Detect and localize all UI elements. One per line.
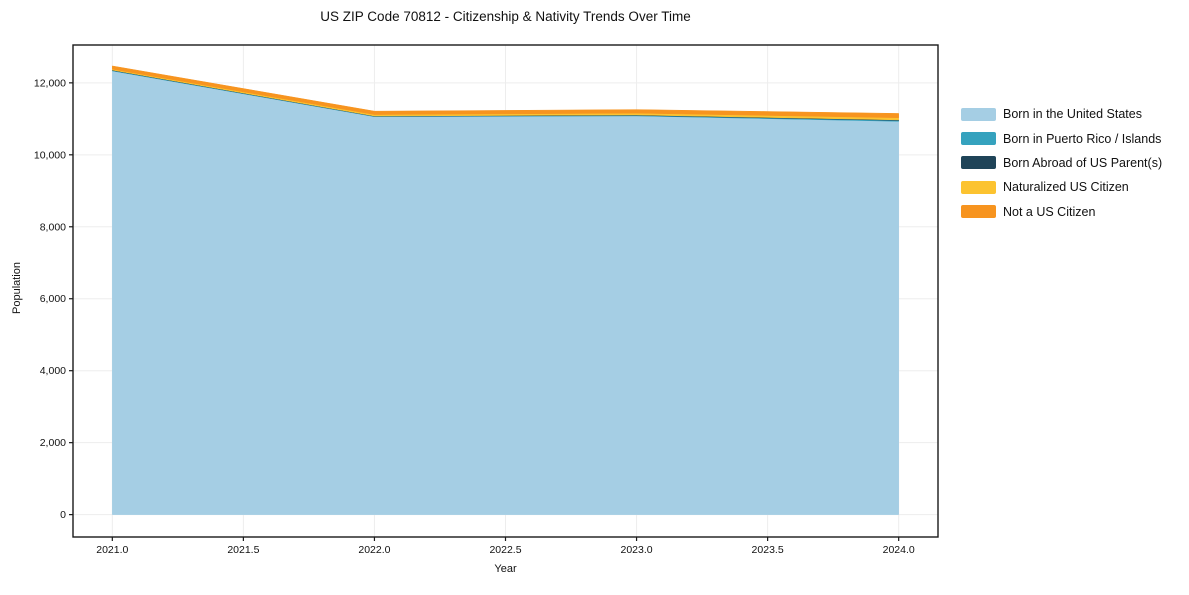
- chart-title: US ZIP Code 70812 - Citizenship & Nativi…: [320, 9, 691, 24]
- y-axis-label: Population: [11, 262, 23, 314]
- y-tick-label: 4,000: [40, 365, 66, 377]
- y-tick-label: 10,000: [34, 149, 66, 161]
- x-tick-label: 2021.5: [227, 544, 259, 556]
- legend-swatch: [961, 107, 996, 121]
- x-tick-label: 2021.0: [96, 544, 128, 556]
- legend-label: Born Abroad of US Parent(s): [1003, 155, 1163, 170]
- y-tick-label: 6,000: [40, 293, 66, 305]
- area-series: [112, 70, 899, 515]
- legend-item: Born in Puerto Rico / Islands: [961, 126, 1162, 150]
- legend-label: Not a US Citizen: [1003, 204, 1096, 219]
- legend-item: Born in the United States: [961, 102, 1162, 126]
- y-tick-label: 12,000: [34, 77, 66, 89]
- x-tick-label: 2024.0: [883, 544, 915, 556]
- y-tick-label: 0: [60, 509, 66, 521]
- legend-label: Naturalized US Citizen: [1003, 180, 1129, 195]
- x-tick-label: 2023.0: [620, 544, 652, 556]
- area-series: [112, 65, 899, 119]
- legend-item: Not a US Citizen: [961, 200, 1162, 224]
- legend-item: Naturalized US Citizen: [961, 175, 1162, 199]
- y-tick-label: 2,000: [40, 437, 66, 449]
- x-tick-label: 2022.0: [358, 544, 390, 556]
- legend-swatch: [961, 180, 996, 194]
- x-axis-label: Year: [494, 563, 517, 575]
- legend-item: Born Abroad of US Parent(s): [961, 151, 1162, 175]
- legend-swatch: [961, 132, 996, 146]
- y-tick-label: 8,000: [40, 221, 66, 233]
- legend-swatch: [961, 205, 996, 219]
- legend: Born in the United States Born in Puerto …: [961, 102, 1162, 224]
- x-tick-label: 2022.5: [489, 544, 521, 556]
- legend-swatch: [961, 156, 996, 170]
- x-tick-label: 2023.5: [752, 544, 784, 556]
- legend-label: Born in the United States: [1003, 107, 1142, 122]
- legend-label: Born in Puerto Rico / Islands: [1003, 131, 1162, 146]
